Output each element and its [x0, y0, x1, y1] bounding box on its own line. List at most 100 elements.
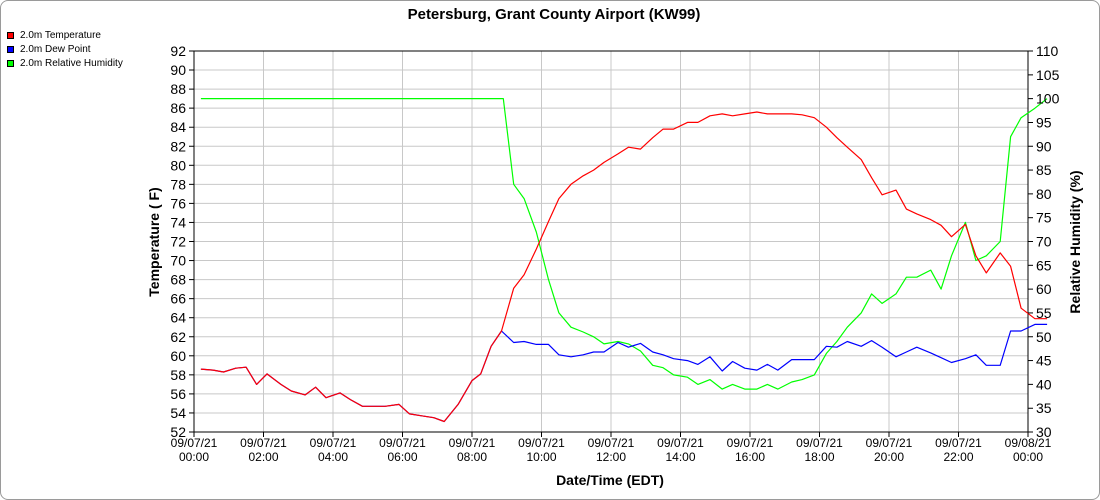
x-tick-date: 09/07/21 [727, 436, 774, 450]
y-tick-label: 68 [170, 272, 186, 288]
x-tick-label: 09/07/21 02:00 [240, 436, 287, 464]
legend-item-relative-humidity: 2.0m Relative Humidity [7, 56, 123, 70]
x-tick-label: 09/07/21 00:00 [171, 436, 218, 464]
x-tick-label: 09/07/21 16:00 [727, 436, 774, 464]
y-tick-label: 92 [170, 43, 186, 59]
x-tick-time: 08:00 [457, 450, 487, 464]
x-tick-label: 09/07/21 04:00 [310, 436, 357, 464]
y2-tick-label: 110 [1036, 43, 1059, 59]
x-tick-date: 09/07/21 [240, 436, 287, 450]
y-tick-label: 86 [170, 100, 186, 116]
series-line-2-0m-dew-point [200, 323, 1048, 423]
x-tick-time: 14:00 [665, 450, 695, 464]
x-tick-time: 00:00 [1013, 450, 1043, 464]
x-tick-label: 09/07/21 08:00 [449, 436, 496, 464]
y2-tick-label: 40 [1036, 376, 1052, 392]
y2-tick-label: 35 [1036, 400, 1052, 416]
y-tick-label: 76 [170, 195, 186, 211]
x-tick-label: 09/08/21 00:00 [1005, 436, 1052, 464]
y-tick-label: 90 [170, 62, 186, 78]
y2-tick-label: 50 [1036, 329, 1052, 345]
series-line-2-0m-temperature [200, 111, 1048, 423]
y-tick-label: 60 [170, 348, 186, 364]
x-tick-time: 10:00 [526, 450, 556, 464]
y2-tick-label: 75 [1036, 210, 1052, 226]
y2-tick-label: 100 [1036, 91, 1060, 107]
y2-tick-label: 55 [1036, 305, 1052, 321]
x-tick-time: 16:00 [735, 450, 765, 464]
y2-tick-label: 70 [1036, 234, 1052, 250]
y2-tick-label: 90 [1036, 138, 1052, 154]
grid-lines [193, 50, 1029, 433]
y-tick-label: 58 [170, 367, 186, 383]
legend-swatch-relative-humidity [7, 59, 14, 67]
legend-label-relative-humidity: 2.0m Relative Humidity [20, 57, 123, 69]
legend-swatch-temperature [7, 31, 14, 39]
x-tick-time: 18:00 [804, 450, 834, 464]
x-tick-time: 04:00 [318, 450, 348, 464]
y-tick-label: 66 [170, 291, 186, 307]
x-tick-date: 09/07/21 [518, 436, 565, 450]
legend-item-temperature: 2.0m Temperature [7, 28, 123, 42]
y2-tick-label: 105 [1036, 67, 1060, 83]
x-tick-date: 09/07/21 [310, 436, 357, 450]
right-axis: 30 35 40 45 50 55 60 65 70 75 80 85 90 95 100 105 110 [1028, 43, 1060, 440]
y2-tick-label: 30 [1036, 424, 1052, 440]
x-tick-date: 09/07/21 [588, 436, 635, 450]
x-tick-time: 22:00 [943, 450, 973, 464]
legend-item-dew-point: 2.0m Dew Point [7, 42, 123, 56]
y-tick-label: 70 [170, 253, 186, 269]
y2-tick-label: 95 [1036, 114, 1052, 130]
chart-title: Petersburg, Grant County Airport (KW99) [408, 6, 701, 23]
x-axis-label: Date/Time (EDT) [556, 472, 664, 488]
x-tick-time: 20:00 [874, 450, 904, 464]
y-tick-label: 64 [170, 310, 186, 326]
y2-tick-label: 45 [1036, 353, 1052, 369]
x-tick-time: 02:00 [248, 450, 278, 464]
y-tick-label: 84 [170, 119, 186, 135]
legend-label-temperature: 2.0m Temperature [20, 29, 101, 41]
x-tick-time: 12:00 [596, 450, 626, 464]
x-tick-date: 09/07/21 [379, 436, 426, 450]
y-tick-label: 80 [170, 157, 186, 173]
legend-label-dew-point: 2.0m Dew Point [20, 43, 91, 55]
y2-tick-label: 85 [1036, 162, 1052, 178]
x-tick-label: 09/07/21 22:00 [935, 436, 982, 464]
y-tick-label: 72 [170, 234, 186, 250]
x-tick-date: 09/07/21 [657, 436, 704, 450]
legend-swatch-dew-point [7, 45, 14, 53]
x-tick-date: 09/07/21 [171, 436, 218, 450]
x-tick-label: 09/07/21 10:00 [518, 436, 565, 464]
x-tick-label: 09/07/21 12:00 [588, 436, 635, 464]
y-tick-label: 54 [170, 405, 186, 421]
y2-tick-label: 65 [1036, 257, 1052, 273]
series-line-2-0m-relative-humidity [200, 98, 1048, 390]
y-tick-label: 82 [170, 138, 186, 154]
y2-tick-label: 80 [1036, 186, 1052, 202]
x-tick-label: 09/07/21 20:00 [866, 436, 913, 464]
x-tick-date: 09/07/21 [449, 436, 496, 450]
y-tick-label: 88 [170, 81, 186, 97]
y-tick-label: 52 [170, 424, 186, 440]
y-tick-label: 62 [170, 329, 186, 345]
x-tick-label: 09/07/21 14:00 [657, 436, 704, 464]
x-tick-label: 09/07/21 06:00 [379, 436, 426, 464]
x-tick-label: 09/07/21 18:00 [796, 436, 843, 464]
chart-legend: 2.0m Temperature 2.0m Dew Point 2.0m Rel… [7, 28, 123, 70]
y-axis-label: Temperature ( F) [146, 187, 162, 296]
y-tick-label: 74 [170, 214, 186, 230]
x-tick-date: 09/07/21 [935, 436, 982, 450]
y2-tick-label: 60 [1036, 281, 1052, 297]
x-tick-date: 09/08/21 [1005, 436, 1052, 450]
series-layer [200, 98, 1048, 423]
x-tick-date: 09/07/21 [866, 436, 913, 450]
y2-axis-label: Relative Humidity (%) [1067, 170, 1083, 313]
y-tick-label: 56 [170, 386, 186, 402]
x-tick-time: 00:00 [179, 450, 209, 464]
x-tick-time: 06:00 [387, 450, 417, 464]
y-tick-label: 78 [170, 176, 186, 192]
x-tick-date: 09/07/21 [796, 436, 843, 450]
